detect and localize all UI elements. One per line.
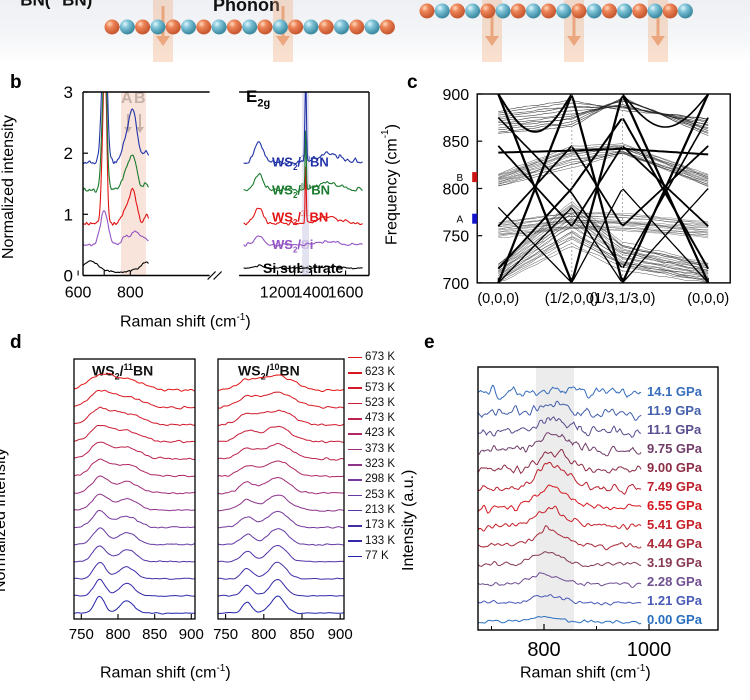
svg-text:800: 800 <box>251 626 276 643</box>
svg-text:1400: 1400 <box>294 285 330 302</box>
svg-text:B: B <box>457 173 464 184</box>
svg-text:600: 600 <box>65 285 92 302</box>
svg-text:750: 750 <box>213 626 238 643</box>
svg-text:1000: 1000 <box>627 639 672 661</box>
svg-text:900: 900 <box>328 626 353 643</box>
svg-text:700: 700 <box>442 276 469 293</box>
svg-text:1: 1 <box>64 205 73 224</box>
svg-text:(0,0,0): (0,0,0) <box>687 291 729 307</box>
svg-text:900: 900 <box>442 87 469 104</box>
svg-text:750: 750 <box>69 626 94 643</box>
svg-text:A: A <box>457 215 464 226</box>
svg-text:2: 2 <box>64 144 73 163</box>
svg-text:800: 800 <box>105 626 130 643</box>
svg-text:750: 750 <box>442 229 469 246</box>
svg-text:850: 850 <box>142 626 167 643</box>
svg-text:(0,0,0): (0,0,0) <box>477 291 519 307</box>
svg-text:1600: 1600 <box>328 285 364 302</box>
svg-text:1200: 1200 <box>260 285 296 302</box>
svg-text:3: 3 <box>64 83 73 102</box>
svg-text:800: 800 <box>527 639 560 661</box>
svg-text:800: 800 <box>117 285 144 302</box>
svg-text:850: 850 <box>442 134 469 151</box>
svg-text:0: 0 <box>64 267 73 286</box>
svg-text:900: 900 <box>179 626 204 643</box>
svg-text:850: 850 <box>289 626 314 643</box>
svg-text:(1/3,1/3,0): (1/3,1/3,0) <box>589 291 655 307</box>
